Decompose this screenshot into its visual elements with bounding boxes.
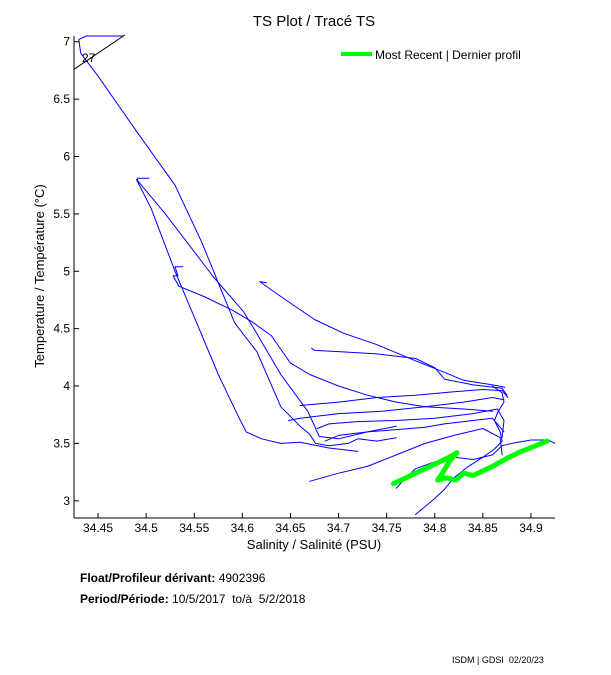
plot-area: 27 [73,34,555,516]
period-label: Period/Période: [80,592,169,606]
isopycnal-label: 27 [82,51,96,65]
axes: 34.45 34.5 34.55 34.6 34.65 34.7 34.75 34.8 34.8… [53,35,555,535]
series-line-profile-11 [309,428,503,482]
legend-label: Most Recent | Dernier profil [375,48,521,62]
series-line-profile-8 [288,397,505,421]
x-tick-label: 34.55 [179,521,209,535]
y-tick-label: 3.5 [53,436,70,450]
x-tick-label: 34.6 [231,521,255,535]
series-line-profile-4 [172,266,493,412]
series-line-profile-1 [78,35,397,447]
y-axis-label: Temperature / Température (°C) [32,184,47,367]
y-tick-label: 4 [63,379,70,393]
series-line-most-recent [390,438,550,487]
y-tick-label: 4.5 [53,322,70,336]
x-tick-label: 34.9 [519,521,543,535]
series-line-profile-10 [324,417,505,442]
y-tick-label: 3 [63,494,70,508]
isopycnal-line [73,34,126,70]
x-tick-label: 34.75 [372,521,402,535]
y-tick-label: 5 [63,264,70,278]
y-tick-label: 6.5 [53,92,70,106]
footer-credit: ISDM | GDSI 02/20/23 [452,655,544,665]
float-value: 4902396 [218,571,266,585]
x-axis-label: Salinity / Salinité (PSU) [247,537,381,552]
series-line-profile-12 [415,385,505,516]
float-info: Float/Profileur dérivant: 4902396 [80,571,265,585]
chart-title: TS Plot / Tracé TS [253,13,375,30]
x-tick-label: 34.65 [275,521,305,535]
x-tick-label: 34.45 [83,521,113,535]
x-tick-label: 34.7 [327,521,351,535]
x-tick-label: 34.5 [134,521,158,535]
y-tick-label: 6 [63,150,70,164]
series-line-profile-13 [395,439,555,489]
period-value: 10/5/2017 to/à 5/2/2018 [172,592,306,606]
float-label: Float/Profileur dérivant: [80,571,216,585]
x-tick-label: 34.8 [423,521,447,535]
y-tick-label: 5.5 [53,207,70,221]
series-line-profile-3 [136,179,359,452]
series-line-profile-6 [311,347,508,396]
legend: Most Recent | Dernier profil [341,48,521,62]
y-tick-label: 7 [63,35,70,49]
series-line-profile-9 [316,408,505,439]
period-info: Period/Période: 10/5/2017 to/à 5/2/2018 [80,592,305,606]
series-line-profile-5 [259,281,506,388]
x-tick-label: 34.85 [468,521,498,535]
ts-chart: TS Plot / Tracé TS 27 34.45 34.5 34.55 34.6… [32,13,555,552]
